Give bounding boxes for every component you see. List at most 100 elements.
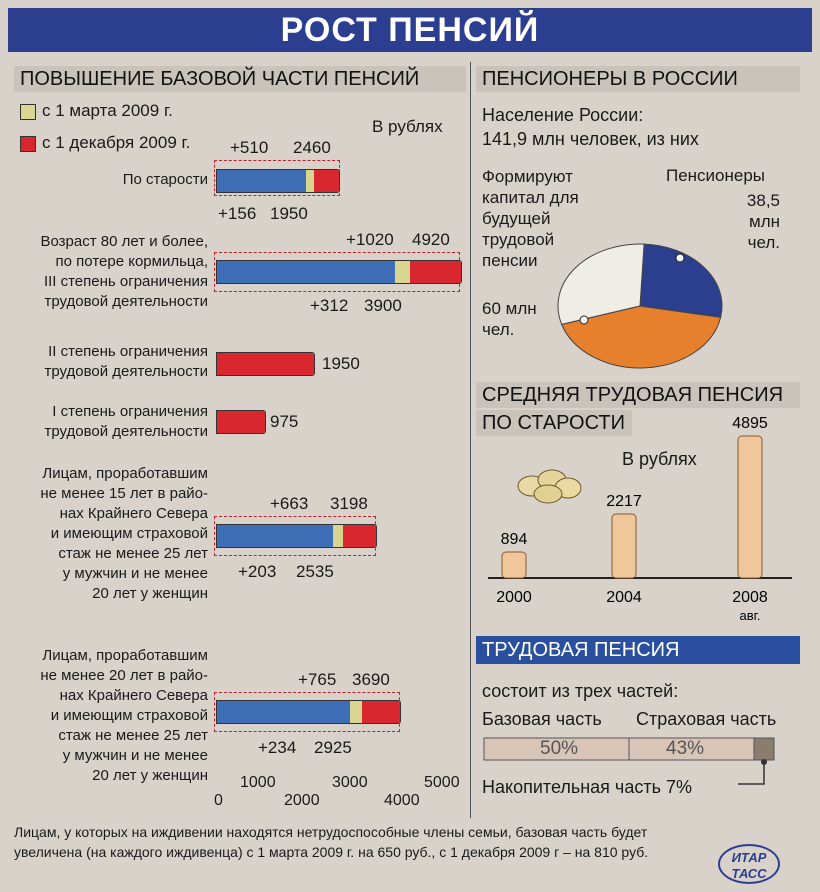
row3-bar (216, 352, 315, 376)
avg-category-label-2-1: авг. (740, 608, 761, 623)
legend-label-march: с 1 марта 2009 г. (42, 101, 173, 120)
legend-swatch-december (20, 136, 36, 152)
row2-bar-march (395, 261, 410, 283)
population-line2: 141,9 млн человек, из них (482, 129, 699, 149)
row1-march-value: 1950 (270, 204, 308, 223)
axis-tick-4000: 4000 (384, 792, 420, 809)
unit-label: В рублях (372, 117, 443, 136)
pie-marker-0 (675, 253, 685, 263)
pie-slice-1 (560, 305, 722, 369)
legend-label-december: с 1 декабря 2009 г. (42, 133, 191, 152)
left-section-header: ПОВЫШЕНИЕ БАЗОВОЙ ЧАСТИ ПЕНСИЙ (14, 66, 466, 92)
row5-bar-december (343, 525, 376, 547)
avg-pension-chart: 894 2000 2217 2004 4895 2008 авг. (488, 415, 792, 623)
row-label-north-20: Лицам, проработавшим не менее 20 лет в ра… (40, 647, 208, 784)
row-label-north-15: Лицам, проработавшим не менее 15 лет в ра… (40, 465, 208, 602)
row5-dec-inc: +663 (270, 494, 309, 513)
row4-value: 975 (270, 412, 299, 431)
accumulative-part-label: Накопительная часть 7% (482, 777, 692, 797)
row5-bar-march (333, 525, 343, 547)
row1-march-inc: +156 (218, 204, 257, 223)
row6-bar-december (362, 701, 400, 723)
pie-slice-2 (557, 243, 645, 325)
footnote: Лицам, у которых на иждивении находятся … (14, 824, 649, 860)
pensioners-label: Пенсионеры (666, 166, 766, 185)
pie-marker-1 (579, 315, 589, 325)
row1-bar-base (217, 170, 306, 192)
axis-tick-0: 0 (214, 792, 223, 809)
avg-bar-value-2: 4895 (732, 415, 768, 432)
labor-pension-parts-bar (483, 737, 775, 761)
avg-bar-2004 (611, 513, 637, 579)
row-label-old-age: По старости (122, 171, 208, 188)
column-divider (470, 62, 471, 818)
row5-dec-value: 3198 (330, 494, 368, 513)
pensioners-header: ПЕНСИОНЕРЫ В РОССИИ (476, 66, 800, 92)
row2-bar-base (217, 261, 395, 283)
base-part-percent: 50% (540, 738, 579, 759)
row5-march-value: 2535 (296, 562, 334, 581)
row3-bar-value (217, 353, 314, 375)
labor-pension-header: ТРУДОВАЯ ПЕНСИЯ (476, 636, 800, 664)
row2-dec-inc: +1020 (346, 230, 394, 249)
avg-bar-2008 (737, 435, 763, 579)
row2-bar-december (410, 261, 461, 283)
row6-bar (216, 700, 401, 724)
row4-bar-value (217, 411, 265, 433)
row2-bar (216, 260, 462, 284)
capital-label: Формируют капитал для будущей трудовой п… (482, 166, 579, 271)
avg-pension-header-2: ПО СТАРОСТИ (476, 410, 632, 436)
row6-march-value: 2925 (314, 738, 352, 757)
axis-tick-5000: 5000 (424, 774, 460, 791)
row1-dec-value: 2460 (293, 138, 331, 157)
capital-label-line4: трудовой (482, 230, 555, 249)
pensioners-value-line2: млн (749, 212, 780, 231)
axis-tick-3000: 3000 (332, 774, 368, 791)
avg-category-label-1-0: 2004 (606, 589, 642, 606)
labor-part-2 (753, 737, 775, 761)
avg-category-label-2-0: 2008 (732, 589, 768, 606)
capital-value-line1: 60 млн (482, 299, 537, 318)
avg-category-label-0-0: 2000 (496, 589, 532, 606)
row2-dec-value: 4920 (412, 230, 450, 249)
potatoes-icon (517, 469, 582, 504)
row6-dec-value: 3690 (352, 670, 390, 689)
row1-bar-december (314, 170, 339, 192)
labor-pension-subtitle: состоит из трех частей: (482, 681, 679, 701)
row5-bar (216, 524, 377, 548)
base-part-label: Базовая часть (482, 709, 602, 729)
axis-tick-1000: 1000 (240, 774, 276, 791)
pensioners-value-line3: чел. (747, 233, 780, 252)
avg-bar-2000 (501, 551, 527, 579)
capital-value-line2: чел. (482, 320, 515, 339)
insurance-part-percent: 43% (666, 738, 705, 759)
capital-label-line5: пенсии (482, 251, 538, 270)
axis-tick-2000: 2000 (284, 792, 320, 809)
itar-tass-logo: ИТАР ТАСС (718, 844, 780, 884)
avg-bar-value-0: 894 (501, 531, 528, 548)
population-line1: Население России: (482, 105, 644, 125)
row-label-degree-1: I степень ограничения трудовой деятельнос… (44, 403, 208, 440)
row6-bar-base (217, 701, 350, 723)
pensioners-pie-chart (557, 243, 723, 369)
row-label-80-plus: Возраст 80 лет и более, по потере кормиль… (40, 233, 208, 310)
pensioners-value-line1: 38,5 (746, 191, 780, 210)
row6-bar-march (350, 701, 362, 723)
avg-pension-header-1: СРЕДНЯЯ ТРУДОВАЯ ПЕНСИЯ (476, 382, 800, 408)
row1-bar-march (306, 170, 314, 192)
capital-value: 60 млн чел. (482, 298, 537, 340)
pie-slice-0 (639, 243, 723, 318)
capital-label-line3: будущей (482, 209, 551, 228)
insurance-part-label: Страховая часть (636, 709, 777, 729)
legend-swatch-march (20, 104, 36, 120)
row5-march-inc: +203 (238, 562, 277, 581)
avg-bar-value-1: 2217 (606, 493, 642, 510)
row1-bar (216, 169, 340, 193)
row2-march-inc: +312 (310, 296, 349, 315)
row3-value: 1950 (322, 354, 360, 373)
row2-march-value: 3900 (364, 296, 402, 315)
row1-dec-inc: +510 (230, 138, 269, 157)
capital-label-line1: Формируют (482, 167, 573, 186)
row5-bar-base (217, 525, 333, 547)
pensioners-value: 38,5 млн чел. (740, 190, 780, 253)
